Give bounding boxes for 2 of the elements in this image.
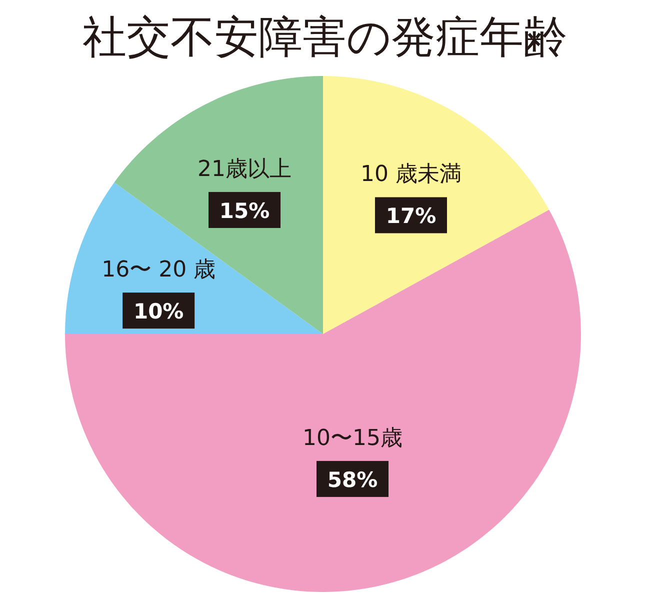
pie-slice	[323, 76, 550, 334]
title: 社交不安障害の発症年齢	[82, 12, 568, 63]
